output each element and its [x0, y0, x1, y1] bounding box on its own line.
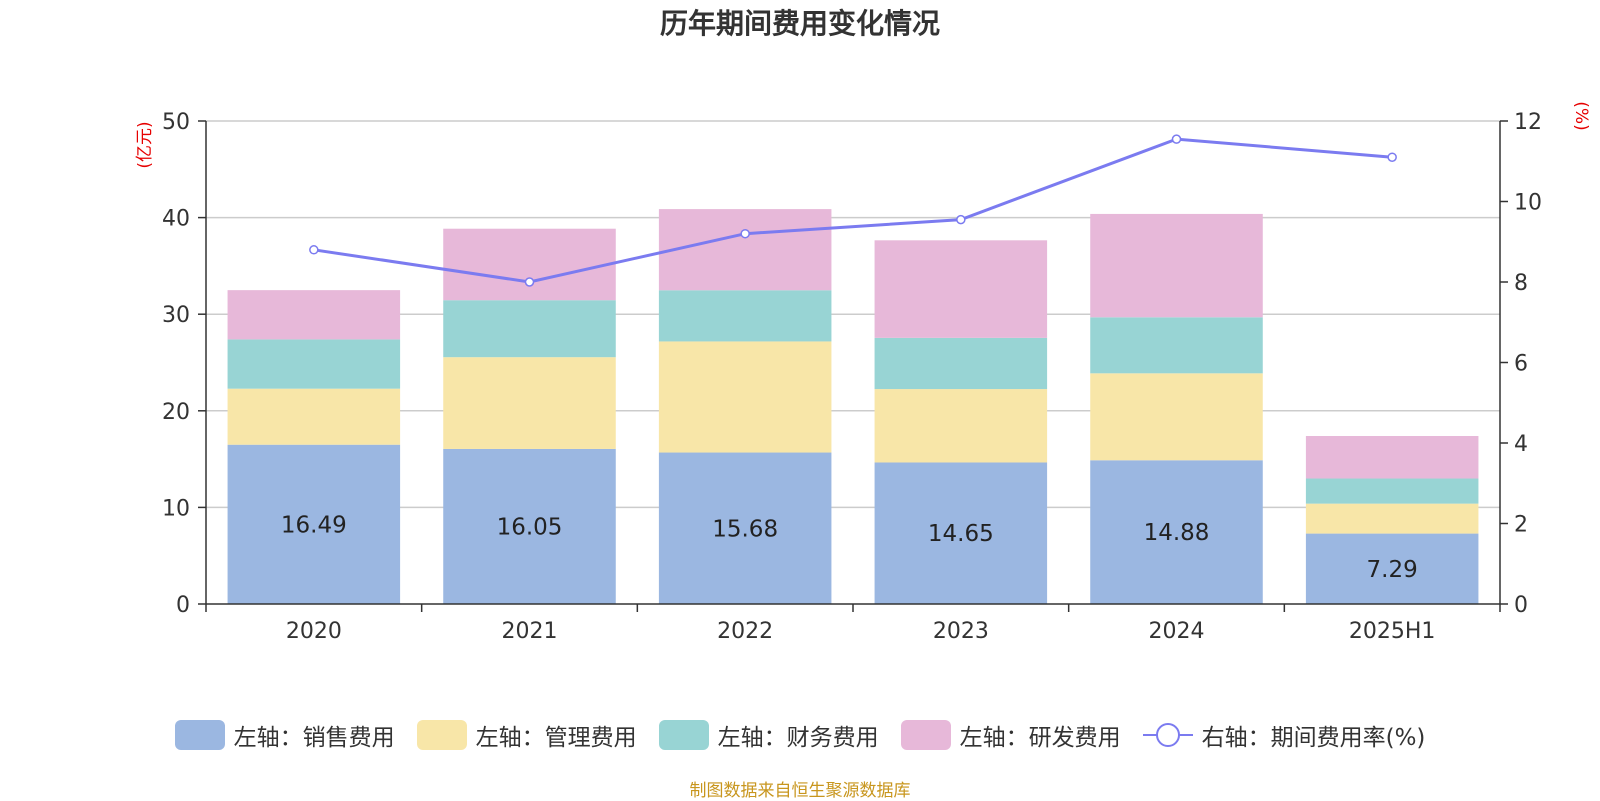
bar-data-label: 14.88 [1144, 520, 1210, 546]
bar-segment [227, 339, 401, 389]
legend-item[interactable]: 左轴：管理费用 [416, 718, 637, 752]
rate-point [1387, 152, 1397, 162]
left-tick-label: 0 [176, 593, 190, 618]
left-tick-label: 20 [162, 400, 190, 425]
legend-label: 左轴：销售费用 [233, 725, 395, 751]
chart-area: 0 10 20 30 40 50 0 2 4 6 8 10 12 2020 2021 2022 2023 2024… [135, 101, 1591, 644]
axes: 0 10 20 30 40 50 0 2 4 6 8 10 12 2020 2021 2022 2023 2024… [135, 101, 1591, 644]
bar-segment [227, 388, 401, 445]
grid-lines [206, 120, 1500, 509]
left-tick-label: 10 [162, 496, 190, 521]
left-tick-label: 40 [162, 207, 190, 232]
rate-point [524, 277, 535, 287]
right-tick-label: 12 [1514, 110, 1542, 135]
right-tick-label: 10 [1514, 191, 1542, 216]
legend-item[interactable]: 右轴：期间费用率(%) [1142, 718, 1426, 752]
bar-segment [1090, 460, 1263, 604]
bar-segment [443, 228, 616, 301]
source-note: 制图数据来自恒生聚源数据库 [689, 781, 911, 801]
x-tick-label: 2024 [1149, 619, 1205, 644]
bar-segment [874, 389, 1048, 463]
legend-item[interactable]: 左轴：研发费用 [900, 718, 1121, 752]
left-tick-label: 30 [162, 303, 190, 328]
right-axis-unit: (%) [1571, 101, 1591, 130]
legend-swatch [416, 720, 467, 750]
legend-item[interactable]: 左轴：销售费用 [174, 718, 395, 752]
right-tick-label: 6 [1514, 352, 1528, 377]
rate-point [956, 214, 966, 225]
bar-segment [1305, 436, 1479, 479]
bar-segment [1090, 317, 1263, 374]
legend-label: 左轴：研发费用 [959, 725, 1121, 751]
bar-segment [658, 341, 832, 453]
bar-segment [1305, 503, 1479, 534]
bar-series [227, 209, 1479, 604]
bar-data-label: 16.05 [497, 514, 563, 540]
left-axis-unit: (亿元) [135, 121, 155, 168]
chart-title: 历年期间费用变化情况 [659, 7, 940, 40]
bar-segment [227, 290, 401, 340]
rate-line [313, 137, 1393, 284]
x-tick-label: 2020 [286, 619, 342, 644]
left-tick-label: 50 [162, 110, 190, 135]
right-tick-label: 8 [1514, 271, 1528, 296]
bar-segment [874, 337, 1048, 390]
bar-segment [658, 452, 832, 604]
right-tick-label: 0 [1514, 593, 1528, 618]
x-tick-label: 2025H1 [1349, 619, 1436, 644]
bar-segment [874, 240, 1048, 338]
legend-line-marker-icon [1142, 720, 1193, 750]
bar-segment [1305, 533, 1479, 604]
x-tick-label: 2022 [717, 619, 773, 644]
legend-swatch [900, 720, 951, 750]
bar-segment [1090, 373, 1263, 461]
right-tick-label: 4 [1514, 432, 1528, 457]
legend-label: 左轴：管理费用 [475, 725, 637, 751]
bar-segment [227, 444, 401, 604]
bar-data-label: 14.65 [928, 521, 994, 547]
legend: 左轴：销售费用 左轴：管理费用 左轴：财务费用 左轴：研发费用 右轴：期间费用率(%) [0, 718, 1600, 752]
bar-data-label: 15.68 [712, 516, 778, 542]
rate-point [1171, 134, 1182, 144]
legend-swatch [658, 720, 709, 750]
legend-label: 左轴：财务费用 [717, 725, 879, 751]
rate-point [740, 228, 750, 239]
legend-label: 右轴：期间费用率(%) [1201, 725, 1426, 751]
legend-item[interactable]: 左轴：财务费用 [658, 718, 879, 752]
bar-data-label: 7.29 [1367, 557, 1418, 583]
legend-swatch [174, 720, 225, 750]
bar-segment [874, 462, 1048, 604]
x-tick-label: 2023 [933, 619, 989, 644]
rate-line-series [309, 134, 1397, 287]
bar-segment [443, 300, 616, 358]
bar-data-label: 16.49 [281, 512, 347, 538]
bar-segment [443, 357, 616, 449]
bar-segment [443, 448, 616, 604]
bar-segment [658, 209, 832, 291]
rate-point [309, 245, 319, 255]
bar-segment [1090, 213, 1263, 318]
bar-segment [658, 290, 832, 342]
data-labels: 16.49 16.05 15.68 14.65 14.88 7.29 [281, 512, 1418, 582]
x-tick-label: 2021 [502, 619, 558, 644]
bar-segment [1305, 478, 1479, 504]
right-tick-label: 2 [1514, 513, 1528, 538]
